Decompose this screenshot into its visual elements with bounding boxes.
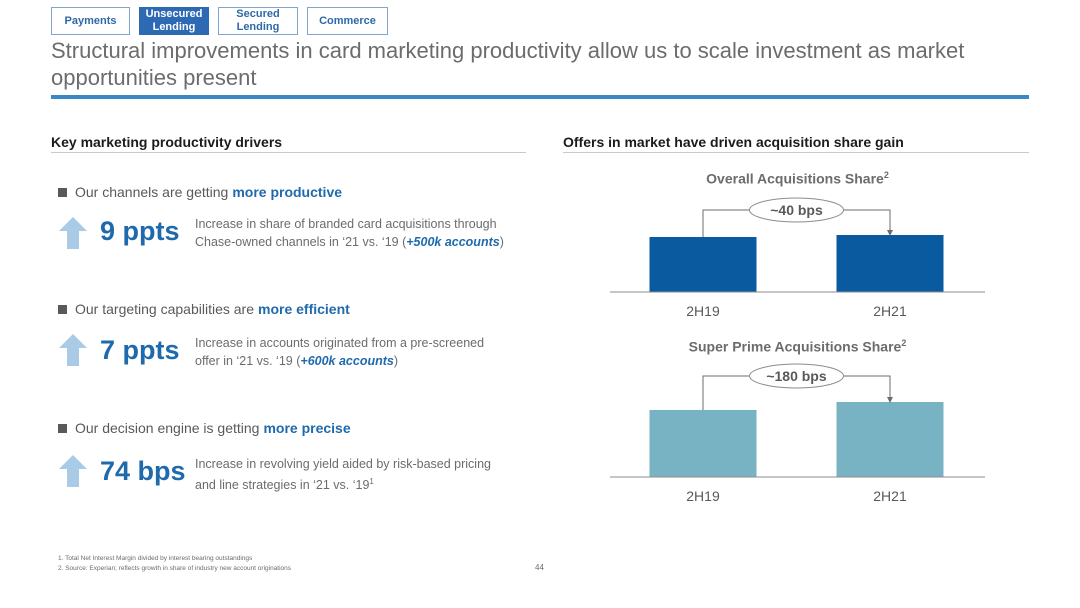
footnote-1: 1. Total Net Interest Margin divided by … bbox=[58, 555, 253, 562]
bullet-square-icon bbox=[58, 423, 67, 433]
driver-bullet-2: Our targeting capabilities are more effi… bbox=[58, 301, 350, 317]
connector-right bbox=[841, 209, 893, 236]
description-line: Increase in share of branded card acquis… bbox=[195, 217, 497, 231]
bar-2h21 bbox=[836, 235, 944, 292]
connector-left bbox=[702, 209, 752, 237]
page-title: Structural improvements in card marketin… bbox=[51, 38, 965, 90]
x-tick-label: 2H19 bbox=[686, 488, 720, 504]
arrow-up-icon bbox=[59, 217, 87, 249]
chart-title-super-prime: Super Prime Acquisitions Share2 bbox=[688, 338, 907, 355]
description-line: Increase in accounts originated from a p… bbox=[195, 336, 485, 350]
title-divider bbox=[51, 95, 1029, 99]
super-prime-acquisitions-chart: 2H19 2H21 ~180 bps bbox=[610, 363, 985, 504]
connector-left bbox=[702, 375, 752, 410]
bullet-square-icon bbox=[58, 187, 67, 197]
bar-2h19 bbox=[649, 410, 757, 477]
bar-2h19 bbox=[649, 237, 757, 292]
bullet-square-icon bbox=[58, 304, 67, 314]
section-tabs: Payments Unsecured Lending Secured Lendi… bbox=[51, 7, 388, 35]
annotation-bubble bbox=[749, 197, 844, 223]
annotation-label: ~180 bps bbox=[766, 368, 827, 384]
x-tick-label: 2H21 bbox=[873, 303, 907, 319]
description-line: offer in ‘21 vs. ‘19 (+600k accounts) bbox=[195, 354, 399, 368]
overall-acquisitions-chart: 2H19 2H21 ~40 bps bbox=[610, 197, 985, 319]
footnote-ref: 1 bbox=[369, 477, 374, 486]
arrow-up-icon bbox=[59, 334, 87, 366]
arrow-up-icon bbox=[59, 455, 87, 487]
driver-metric-1: 9 ppts bbox=[100, 216, 180, 246]
description-line: Increase in revolving yield aided by ris… bbox=[195, 457, 491, 471]
driver-metric-2: 7 ppts bbox=[100, 335, 180, 365]
connector-right bbox=[841, 375, 893, 403]
tab-payments[interactable]: Payments bbox=[51, 7, 130, 35]
driver-bullet-highlight: more productive bbox=[232, 184, 343, 200]
bar-2h21 bbox=[836, 402, 944, 477]
x-tick-label: 2H21 bbox=[873, 488, 907, 504]
driver-description-3: Increase in revolving yield aided by ris… bbox=[195, 455, 525, 494]
driver-metric-3: 74 bps bbox=[100, 456, 186, 486]
footnote-2: 2. Source: Experian; reflects growth in … bbox=[58, 565, 292, 572]
description-line: Chase-owned channels in ‘21 vs. ‘19 (+50… bbox=[195, 235, 504, 249]
left-section-divider bbox=[51, 152, 526, 153]
annotation-bubble bbox=[749, 363, 844, 389]
tab-secured-lending[interactable]: Secured Lending bbox=[218, 7, 298, 35]
driver-bullet-highlight: more efficient bbox=[258, 301, 350, 317]
description-line: and line strategies in ‘21 vs. ‘191 bbox=[195, 477, 374, 493]
left-section-heading: Key marketing productivity drivers bbox=[51, 134, 283, 150]
accounts-highlight: +600k accounts bbox=[300, 354, 394, 368]
chart-title-overall: Overall Acquisitions Share2 bbox=[706, 170, 889, 187]
driver-bullet-highlight: more precise bbox=[263, 420, 351, 436]
tab-unsecured-lending[interactable]: Unsecured Lending bbox=[139, 7, 209, 35]
driver-bullet-text: Our decision engine is getting bbox=[75, 420, 260, 436]
right-section-heading: Offers in market have driven acquisition… bbox=[563, 134, 904, 150]
driver-bullet-3: Our decision engine is getting more prec… bbox=[58, 420, 351, 436]
driver-description-1: Increase in share of branded card acquis… bbox=[195, 215, 525, 251]
accounts-highlight: +500k accounts bbox=[406, 235, 500, 249]
driver-bullet-text: Our targeting capabilities are bbox=[75, 301, 254, 317]
driver-description-2: Increase in accounts originated from a p… bbox=[195, 334, 525, 370]
tab-commerce[interactable]: Commerce bbox=[307, 7, 388, 35]
annotation-label: ~40 bps bbox=[770, 202, 823, 218]
page-number: 44 bbox=[535, 563, 544, 572]
driver-bullet-text: Our channels are getting bbox=[75, 184, 229, 200]
right-section-divider bbox=[563, 152, 1029, 153]
x-tick-label: 2H19 bbox=[686, 303, 720, 319]
driver-bullet-1: Our channels are getting more productive bbox=[58, 184, 342, 200]
